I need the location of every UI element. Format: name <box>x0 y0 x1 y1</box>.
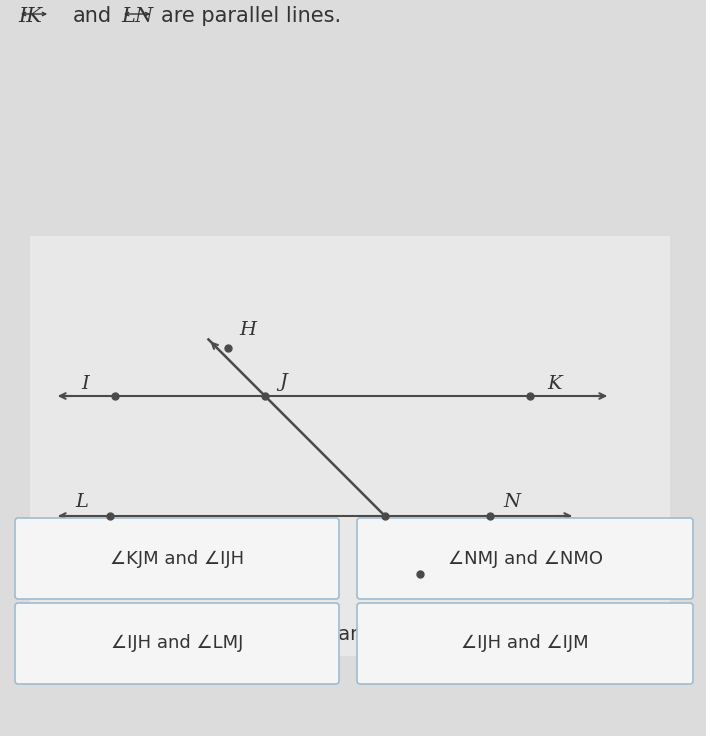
Text: LN: LN <box>121 7 153 26</box>
Text: ∠NMJ and ∠NMO: ∠NMJ and ∠NMO <box>448 550 602 567</box>
Text: ∠IJH and ∠IJM: ∠IJH and ∠IJM <box>461 634 589 653</box>
Text: ∠IJH and ∠LMJ: ∠IJH and ∠LMJ <box>111 634 243 653</box>
Text: L: L <box>76 493 88 511</box>
Text: O: O <box>426 585 442 603</box>
Text: N: N <box>503 493 520 511</box>
Text: H: H <box>239 321 256 339</box>
Text: Which angles are corresponding angles?: Which angles are corresponding angles? <box>18 625 413 644</box>
Text: J: J <box>279 373 287 391</box>
Text: ∠KJM and ∠IJH: ∠KJM and ∠IJH <box>110 550 244 567</box>
FancyBboxPatch shape <box>357 518 693 599</box>
FancyBboxPatch shape <box>30 236 670 656</box>
Text: I: I <box>81 375 89 393</box>
Text: IK: IK <box>18 7 42 26</box>
Text: are parallel lines.: are parallel lines. <box>161 6 341 26</box>
Text: K: K <box>548 375 562 393</box>
FancyBboxPatch shape <box>15 603 339 684</box>
Text: M: M <box>361 529 381 547</box>
FancyBboxPatch shape <box>15 518 339 599</box>
FancyBboxPatch shape <box>357 603 693 684</box>
Text: and: and <box>73 6 112 26</box>
